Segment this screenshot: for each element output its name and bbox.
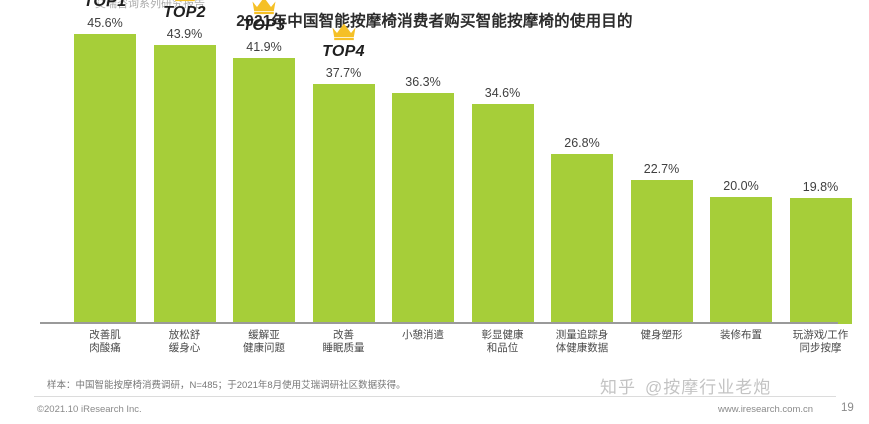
bar-value-label: 34.6% (484, 85, 521, 100)
chart-title: 2021年中国智能按摩椅消费者购买智能按摩椅的使用目的 (236, 13, 633, 30)
bar[interactable] (551, 153, 613, 324)
x-axis-category-line: 和品位 (486, 342, 519, 354)
rank-badge-label: TOP4 (322, 43, 365, 61)
bar[interactable] (233, 57, 295, 324)
x-axis-category-line: 缓身心 (168, 342, 201, 354)
x-axis-category-label: 彰显健康 和品位 (462, 329, 544, 355)
crown-icon (331, 21, 357, 41)
bar[interactable] (789, 198, 852, 324)
x-axis-category-line: 装修布置 (720, 329, 762, 341)
bar-value-label: 20.0% (723, 178, 759, 193)
x-axis-category-label: 玩游戏/工作 同步按摩 (780, 329, 862, 355)
copyright-text: ©2021.10 iResearch Inc. (37, 404, 142, 415)
bar-group: 20.0% (710, 6, 772, 324)
bar[interactable] (630, 179, 693, 324)
bar-value-label: 37.7% (325, 66, 362, 81)
x-axis-category-label: 缓解亚 健康问题 (223, 329, 305, 355)
x-axis-category-line: 同步按摩 (799, 342, 842, 354)
x-axis-baseline (40, 322, 838, 324)
sample-note: 样本：中国智能按摩椅消费调研，N=485；于2021年8月使用艾瑞调研社区数据获… (47, 380, 406, 391)
x-axis-category-label: 健身塑形 (621, 329, 703, 342)
bar[interactable] (74, 33, 136, 324)
watermark-author: @按摩行业老炮 (645, 378, 772, 397)
bar[interactable] (153, 44, 216, 324)
bar-group: 43.9% TOP2 (153, 0, 216, 324)
bar[interactable] (710, 196, 772, 324)
bar-group: 45.6% TOP1 (74, 0, 136, 324)
bar-value-label: 36.3% (405, 75, 441, 90)
bar-group: 36.3% (392, 6, 454, 324)
x-axis-category-line: 测量追踪身 (555, 329, 609, 341)
watermark: 知乎 @按摩行业老炮 (600, 373, 771, 398)
bar-group: 26.8% (551, 6, 613, 324)
x-axis-category-label: 放松舒 缓身心 (144, 329, 226, 355)
x-axis-category-label: 测量追踪身 体健康数据 (541, 329, 623, 355)
bar-group: 22.7% (630, 6, 693, 324)
footer-divider (34, 396, 836, 397)
watermark-brand: 知乎 (600, 378, 636, 397)
bar-group: 37.7% TOP4 (312, 6, 375, 324)
x-axis-category-line: 睡眠质量 (322, 342, 365, 354)
chart-plot-area: 45.6% TOP1 43.9% TOP2 41.9% TOP3 37.7% TOP4 36.3… (46, 0, 852, 324)
bar-group: 34.6% (471, 6, 534, 324)
bar-value-label: 26.8% (564, 135, 600, 150)
rank-badge-label: TOP3 (242, 16, 286, 34)
crown-icon (172, 0, 198, 2)
x-axis-category-line: 小憩消遣 (402, 329, 444, 341)
x-axis-category-label: 改善肌 肉酸痛 (64, 329, 146, 355)
bar-value-label: 45.6% (87, 15, 123, 30)
bar-value-label: 22.7% (643, 161, 680, 176)
bar-group: 19.8% (789, 6, 852, 324)
clipped-header-text: 艾瑞咨询系列研究报告 (95, 0, 205, 9)
x-axis-category-label: 改善 睡眠质量 (303, 329, 385, 355)
x-axis-category-line: 健身塑形 (640, 329, 683, 341)
crown-icon (251, 0, 277, 15)
page-number: 19 (841, 402, 854, 414)
x-axis-category-line: 玩游戏/工作 (792, 329, 849, 341)
bar[interactable] (471, 103, 534, 324)
x-axis-category-line: 改善肌 (89, 329, 121, 341)
rank-badge-label: TOP2 (163, 3, 206, 21)
x-axis-category-line: 彰显健康 (481, 329, 524, 341)
site-url: www.iresearch.com.cn (718, 404, 814, 415)
x-axis-category-line: 体健康数据 (555, 342, 609, 354)
x-axis-category-line: 放松舒 (168, 329, 201, 341)
bar-value-label: 43.9% (166, 26, 203, 41)
bar[interactable] (312, 84, 375, 324)
bar-group: 41.9% TOP3 (233, 0, 295, 324)
x-axis-category-line: 缓解亚 (248, 329, 280, 341)
x-axis-category-label: 小憩消遣 (382, 329, 464, 342)
bar-value-label: 41.9% (246, 39, 282, 54)
x-axis-category-line: 健康问题 (243, 342, 285, 354)
rank-badge-label: TOP1 (83, 0, 127, 10)
bar[interactable] (392, 93, 454, 324)
x-axis-category-line: 改善 (333, 329, 354, 341)
x-axis-category-label: 装修布置 (700, 329, 782, 342)
x-axis-category-line: 肉酸痛 (89, 342, 121, 354)
bar-value-label: 19.8% (802, 180, 839, 195)
